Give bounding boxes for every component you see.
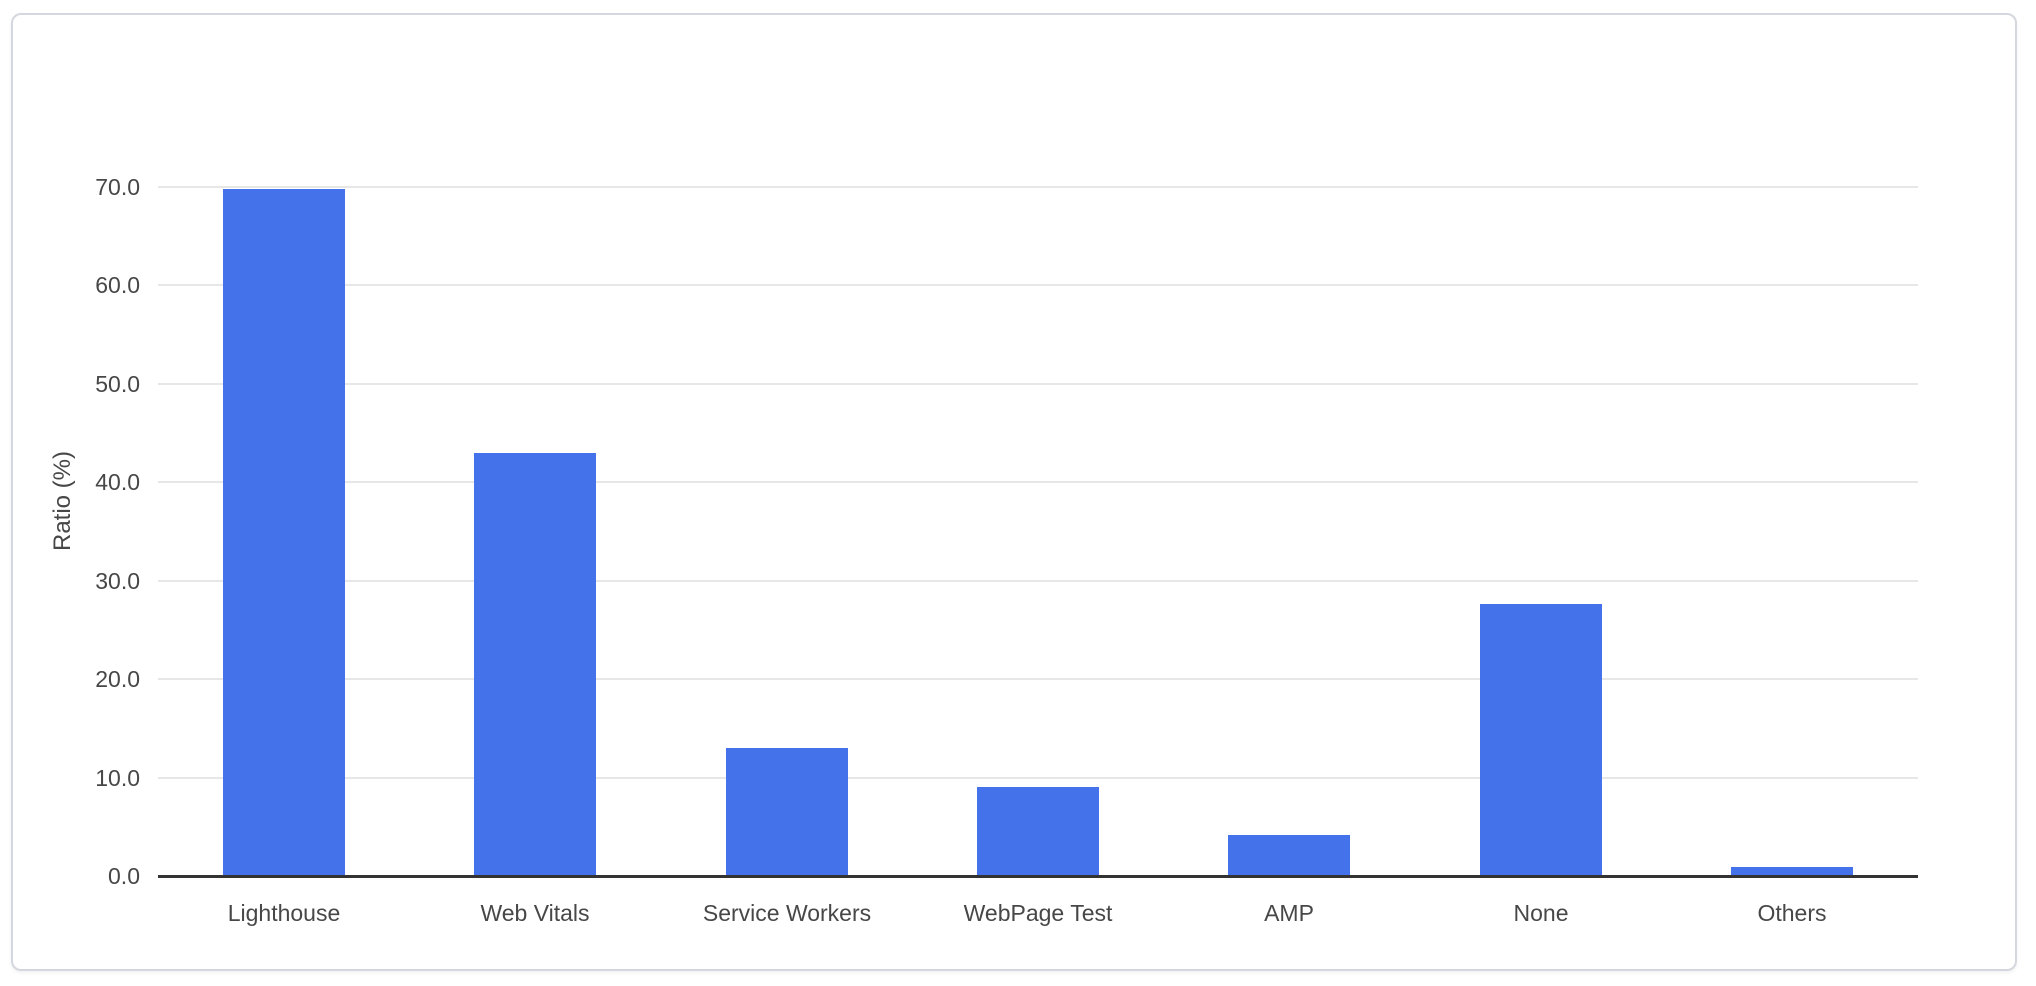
x-tick-label-webpage-test: WebPage Test [963,900,1113,926]
x-tick-label-service-workers: Service Workers [702,900,872,926]
chart-card: Ratio (%) 0.0 10.0 20.0 30.0 40.0 50.0 60.0 70.… [11,13,2017,971]
bar-others [1731,867,1853,876]
bar-none [1480,604,1602,876]
x-tick-label-web-vitals: Web Vitals [480,900,590,926]
x-tick-label-amp: AMP [1264,900,1314,926]
y-tick-label-20.0: 20.0 [95,666,140,692]
y-tick-label-50.0: 50.0 [95,371,140,397]
y-tick-label-30.0: 30.0 [95,568,140,594]
y-tick-label-40.0: 40.0 [95,469,140,495]
x-tick-label-none: None [1513,900,1569,926]
bar-webpage-test [977,787,1099,876]
gridline-60 [158,284,1918,286]
bar-lighthouse [223,189,345,876]
bar-service-workers [726,748,848,876]
y-tick-label-0.0: 0.0 [108,863,140,889]
x-tick-label-lighthouse: Lighthouse [227,900,341,926]
y-tick-label-10.0: 10.0 [95,765,140,791]
gridline-30 [158,580,1918,582]
y-tick-label-70.0: 70.0 [95,174,140,200]
gridline-50 [158,383,1918,385]
plot-area [158,186,1918,878]
x-tick-label-others: Others [1757,900,1827,926]
y-axis-title: Ratio (%) [49,450,76,552]
bar-web-vitals [474,453,596,876]
gridline-20 [158,678,1918,680]
gridline-40 [158,481,1918,483]
gridline-10 [158,777,1918,779]
y-tick-label-60.0: 60.0 [95,272,140,298]
gridline-70 [158,186,1918,188]
x-axis-line [158,875,1918,878]
bar-amp [1228,835,1350,876]
